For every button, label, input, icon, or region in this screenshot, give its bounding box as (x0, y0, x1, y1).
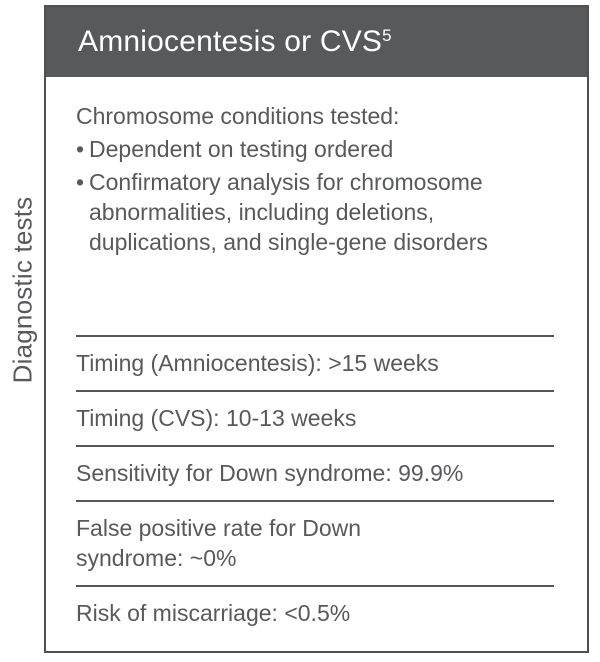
stats-rows: Timing (Amniocentesis): >15 weeks Timing… (76, 335, 554, 640)
row-text: False positive rate for Down syndrome: ~… (76, 515, 362, 571)
bullet-text-testing-ordered: Dependent on testing ordered (89, 136, 394, 162)
footnote-reference: 5 (382, 26, 392, 45)
diagnostic-tests-card: Amniocentesis or CVS5 Chromosome conditi… (44, 5, 589, 653)
bullet-item: Confirmatory analysis for chromosome abn… (76, 167, 554, 257)
row-text: Risk of miscarriage: <0.5% (76, 600, 351, 626)
table-row-miscarriage-risk: Risk of miscarriage: <0.5% (76, 585, 554, 640)
bullet-item: Dependent on testing ordered (76, 134, 554, 164)
table-row-timing-cvs: Timing (CVS): 10-13 weeks (76, 390, 554, 445)
card-title: Amniocentesis or CVS5 (78, 25, 392, 59)
bullet-icon (76, 167, 89, 257)
card-header: Amniocentesis or CVS5 (46, 7, 587, 77)
bullet-icon (76, 134, 89, 164)
row-text: Timing (Amniocentesis): >15 weeks (76, 350, 439, 376)
row-text: Sensitivity for Down syndrome: 99.9% (76, 460, 464, 486)
card-body: Chromosome conditions tested: Dependent … (46, 77, 587, 640)
table-row-timing-amniocentesis: Timing (Amniocentesis): >15 weeks (76, 335, 554, 390)
bullet-text-confirmatory-analysis: Confirmatory analysis for chromosome abn… (89, 169, 488, 255)
table-row-sensitivity: Sensitivity for Down syndrome: 99.9% (76, 445, 554, 500)
table-row-false-positive-rate: False positive rate for Down syndrome: ~… (76, 500, 554, 585)
row-text: Timing (CVS): 10-13 weeks (76, 405, 357, 431)
conditions-tested-heading: Chromosome conditions tested: (76, 103, 400, 129)
category-label: Diagnostic tests (7, 196, 38, 384)
card-title-text: Amniocentesis or CVS (78, 25, 383, 58)
